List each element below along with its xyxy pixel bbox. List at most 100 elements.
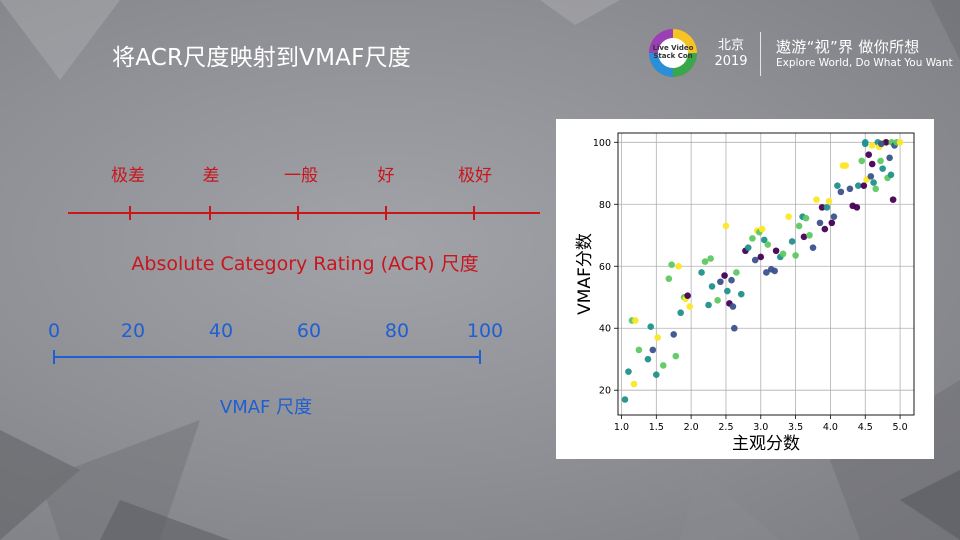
scatter-point	[830, 213, 838, 220]
acr-label-bad: 差	[202, 166, 220, 186]
scatter-point	[834, 182, 841, 189]
scatter-point	[877, 140, 885, 148]
scatter-point	[887, 171, 895, 179]
x-tick-label: 5.0	[893, 422, 908, 433]
scatter-point	[737, 290, 745, 298]
slogan-chinese: 遨游“视”界 做你所想	[776, 38, 920, 56]
logo-divider	[760, 32, 761, 76]
slide-title: 将ACR尺度映射到VMAF尺度	[112, 45, 411, 71]
x-tick-label: 1.0	[614, 422, 629, 433]
vmaf-tick-label: 0	[47, 320, 61, 342]
scatter-point	[772, 247, 780, 255]
scatter-point	[701, 258, 709, 265]
logo-year: 2019	[714, 54, 748, 69]
scatter-point	[714, 297, 721, 304]
scatter-point	[800, 233, 808, 241]
scatter-point	[828, 219, 836, 227]
scatter-point	[889, 196, 897, 203]
svg-text:Stack Con: Stack Con	[653, 52, 692, 60]
scatter-point	[806, 231, 813, 239]
scatter-point	[837, 188, 845, 196]
scatter-point	[853, 204, 861, 211]
scatter-point	[860, 182, 868, 189]
acr-label-good: 好	[377, 166, 395, 186]
scatter-point	[649, 346, 657, 354]
scatter-point	[653, 371, 660, 379]
scatter-chart-svg: 1.0 1.5 2.0 2.5 3.0 3.5 4.0 4.5 5.0 20 40 60 80 100 主观…	[575, 132, 915, 454]
scatter-point	[721, 272, 728, 279]
scatter-point	[729, 303, 737, 310]
scatter-point	[757, 253, 765, 261]
scatter-point	[731, 324, 738, 332]
scatter-point	[670, 331, 678, 338]
scatter-point	[707, 255, 714, 262]
scatter-point	[749, 235, 756, 242]
scatter-point	[751, 256, 759, 264]
vmaf-tick-label: 60	[296, 320, 322, 342]
scatter-point	[792, 252, 799, 259]
scatter-point	[621, 396, 629, 403]
y-tick-label: 40	[599, 324, 611, 335]
y-tick-label: 60	[599, 262, 611, 273]
vmaf-tick-label: 20	[120, 320, 146, 342]
scatter-point	[868, 160, 876, 168]
scatter-point	[867, 173, 875, 180]
scatter-point	[647, 323, 655, 330]
vmaf-tick-label: 100	[466, 320, 504, 342]
y-tick-label: 80	[599, 200, 611, 211]
scatter-point	[654, 334, 661, 341]
y-axis-label: VMAF分数	[575, 233, 595, 315]
scatter-point	[842, 162, 850, 169]
x-tick-label: 2.5	[718, 422, 733, 433]
x-tick-label: 4.5	[858, 422, 873, 433]
scatter-point	[733, 269, 740, 276]
scatter-point	[896, 138, 904, 146]
scatter-point	[717, 278, 724, 286]
scatter-point	[708, 283, 716, 290]
vmaf-scale-name: VMAF 尺度	[219, 397, 313, 418]
acr-label-very-bad: 极差	[111, 166, 145, 186]
scatter-point	[870, 179, 877, 186]
scatter-point	[816, 219, 824, 227]
scatter-point	[722, 222, 730, 230]
scatter-point	[744, 244, 752, 251]
x-axis-label: 主观分数	[732, 434, 800, 454]
scatter-point	[861, 140, 869, 148]
scatter-point	[809, 244, 817, 251]
scatter-point	[705, 301, 712, 309]
scatter-point	[672, 352, 680, 360]
scatter-point	[760, 236, 768, 244]
scatter-point	[813, 196, 820, 203]
scatter-point	[846, 185, 854, 193]
scatter-point	[630, 380, 638, 388]
scatter-point	[872, 185, 879, 193]
scatter-chart: 1.0 1.5 2.0 2.5 3.0 3.5 4.0 4.5 5.0 20 40 60 80 100 主观…	[556, 119, 934, 459]
scatter-point	[877, 157, 884, 165]
scatter-point	[665, 275, 673, 282]
vmaf-tick-label: 80	[384, 320, 410, 342]
slogan-english: Explore World, Do What You Want	[776, 57, 953, 69]
logo-year-block: 北京 2019	[712, 38, 750, 70]
scatter-point	[659, 362, 667, 369]
scatter-point	[865, 151, 873, 158]
scatter-point	[758, 225, 766, 233]
livevideostack-logo-icon: Live Video Stack Con	[649, 29, 697, 77]
scatter-point	[868, 142, 876, 149]
scatter-point	[795, 222, 803, 230]
x-tick-label: 1.5	[649, 422, 664, 433]
scatter-point	[724, 287, 731, 295]
scatter-point	[764, 241, 772, 248]
vmaf-tick-label: 40	[208, 320, 234, 342]
scatter-point	[818, 204, 826, 211]
scatter-point	[728, 276, 735, 284]
y-tick-label: 100	[593, 138, 611, 149]
scatter-point	[858, 157, 866, 165]
scatter-point	[644, 355, 652, 363]
scatter-point	[668, 261, 675, 269]
scatter-point	[854, 182, 862, 189]
scatter-point	[879, 165, 886, 172]
logo-city: 北京	[717, 38, 744, 53]
